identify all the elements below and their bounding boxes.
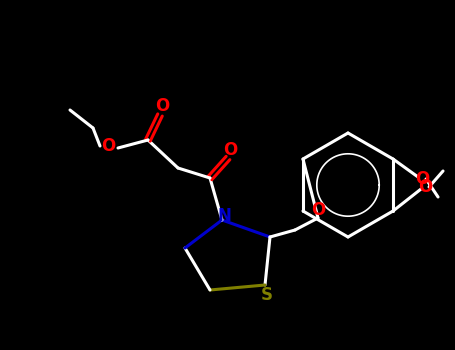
Text: O: O	[101, 137, 115, 155]
Text: O: O	[418, 178, 432, 196]
Text: O: O	[223, 141, 237, 159]
Text: O: O	[155, 97, 169, 115]
Text: O: O	[311, 201, 325, 219]
Text: S: S	[261, 286, 273, 304]
Text: N: N	[217, 207, 231, 225]
Text: O: O	[415, 170, 429, 188]
